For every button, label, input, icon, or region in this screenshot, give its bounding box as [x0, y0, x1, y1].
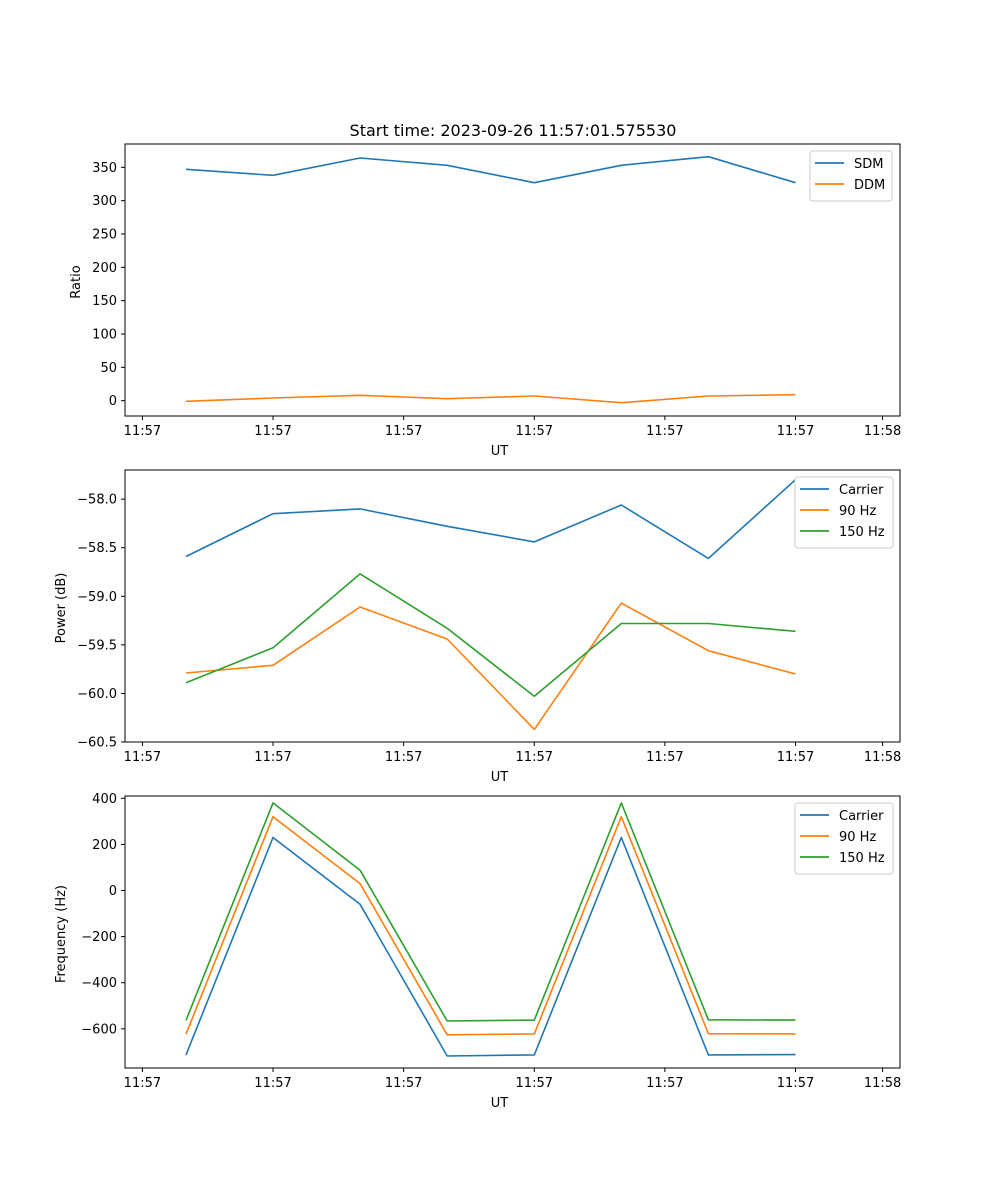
legend-label: 90 Hz	[839, 830, 876, 845]
legend-label: 150 Hz	[839, 525, 885, 540]
y-tick-label: 200	[92, 261, 117, 276]
y-tick-label: −58.5	[77, 541, 117, 556]
x-tick-label: 11:58	[864, 1076, 901, 1091]
x-tick-label: 11:57	[516, 424, 553, 439]
x-tick-label: 11:57	[777, 424, 814, 439]
series-line-90-hz	[185, 602, 796, 731]
x-tick-label: 11:57	[124, 1076, 161, 1091]
x-tick-label: 11:57	[254, 1076, 291, 1091]
series-line-ddm	[185, 393, 796, 404]
series-line-150-hz	[185, 573, 796, 698]
y-tick-label: −200	[81, 930, 117, 945]
x-tick-label: 11:57	[385, 1076, 422, 1091]
y-tick-label: −60.0	[77, 687, 117, 702]
panel-3: 11:57 11:57 11:57 11:57 11:57 11:57 11:58 −600 −…	[54, 792, 901, 1111]
y-axis-label: Frequency (Hz)	[54, 885, 69, 983]
x-tick-label: 11:58	[864, 424, 901, 439]
x-tick-label: 11:57	[646, 750, 683, 765]
y-tick-label: 0	[109, 394, 117, 409]
y-tick-label: 100	[92, 328, 117, 343]
y-tick-label: 50	[100, 361, 117, 376]
x-tick-label: 11:57	[516, 1076, 553, 1091]
plot-area	[124, 469, 901, 743]
legend-label: 150 Hz	[839, 851, 885, 866]
y-tick-label: 150	[92, 294, 117, 309]
series-line-carrier	[185, 836, 796, 1057]
legend: Carrier 90 Hz 150 Hz	[794, 476, 894, 549]
x-tick-label: 11:57	[385, 750, 422, 765]
x-tick-label: 11:57	[777, 1076, 814, 1091]
legend-label: SDM	[854, 157, 883, 172]
y-tick-label: −400	[81, 976, 117, 991]
x-tick-label: 11:57	[124, 424, 161, 439]
y-tick-label: 350	[92, 161, 117, 176]
panels: 11:57 11:57 11:57 11:57 11:57 11:57 11:58 0 50 10…	[54, 143, 901, 1111]
figure-title: Start time: 2023-09-26 11:57:01.575530	[350, 121, 677, 140]
x-tick-label: 11:57	[646, 1076, 683, 1091]
legend-label: 90 Hz	[839, 504, 876, 519]
legend: SDM DDM	[809, 150, 893, 202]
legend-label: Carrier	[839, 483, 884, 498]
plot-area	[124, 795, 901, 1069]
y-axis-label: Ratio	[69, 265, 84, 298]
series-line-150-hz	[185, 802, 796, 1022]
x-axis-label: UT	[491, 1096, 509, 1111]
x-tick-label: 11:57	[516, 750, 553, 765]
x-tick-label: 11:57	[646, 424, 683, 439]
panel-1: 11:57 11:57 11:57 11:57 11:57 11:57 11:58 0 50 10…	[69, 143, 901, 459]
y-tick-label: −59.5	[77, 638, 117, 653]
y-tick-label: 300	[92, 194, 117, 209]
legend-label: Carrier	[839, 809, 884, 824]
series-line-carrier	[185, 479, 797, 560]
x-tick-label: 11:57	[254, 424, 291, 439]
plot-area	[124, 143, 901, 417]
x-tick-label: 11:57	[777, 750, 814, 765]
x-axis-label: UT	[491, 444, 509, 459]
y-tick-label: 0	[109, 884, 117, 899]
x-tick-label: 11:57	[124, 750, 161, 765]
legend: Carrier 90 Hz 150 Hz	[794, 802, 894, 875]
x-tick-label: 11:57	[254, 750, 291, 765]
x-tick-label: 11:58	[864, 750, 901, 765]
y-axis-label: Power (dB)	[54, 573, 69, 644]
panel-2: 11:57 11:57 11:57 11:57 11:57 11:57 11:58 −60.5…	[54, 469, 901, 785]
y-tick-label: 200	[92, 838, 117, 853]
x-axis-label: UT	[491, 770, 509, 785]
y-tick-label: −59.0	[77, 590, 117, 605]
y-tick-label: −600	[81, 1022, 117, 1037]
legend-label: DDM	[854, 178, 885, 193]
x-tick-label: 11:57	[385, 424, 422, 439]
y-tick-label: −58.0	[77, 493, 117, 508]
series-line-sdm	[185, 155, 796, 184]
y-tick-label: −60.5	[77, 736, 117, 751]
series-line-90-hz	[185, 815, 796, 1036]
y-tick-label: 250	[92, 228, 117, 243]
y-tick-label: 400	[92, 792, 117, 807]
